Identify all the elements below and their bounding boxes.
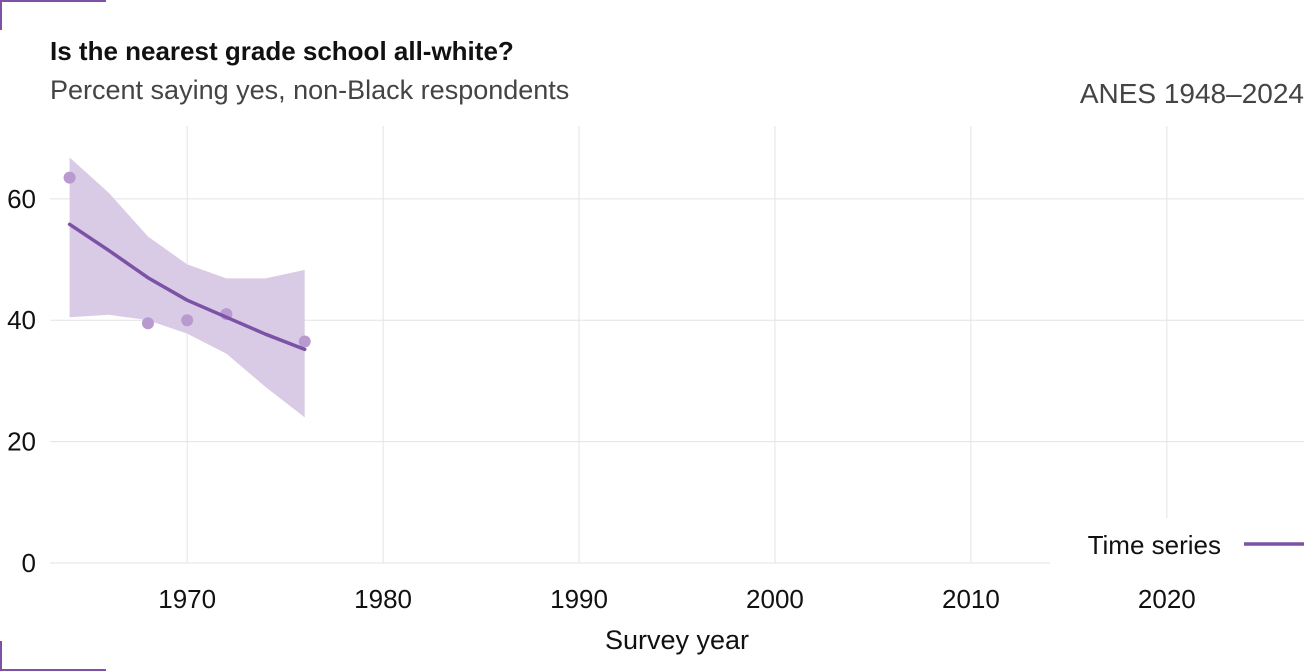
- data-points: [63, 171, 311, 348]
- x-axis-ticks: 1970 1980 1990 2000 2010 2020: [158, 584, 1196, 614]
- y-tick-label: 0: [22, 548, 36, 578]
- x-tick-label: 2010: [942, 584, 1000, 614]
- y-axis-ticks: 0 20 40 60: [7, 184, 36, 578]
- y-tick-label: 40: [7, 305, 36, 335]
- x-tick-label: 2000: [746, 584, 804, 614]
- chart-title: Is the nearest grade school all-white?: [50, 36, 514, 66]
- legend-label: Time series: [1088, 530, 1221, 560]
- corner-mark-top: [0, 0, 106, 2]
- grid: [50, 126, 1304, 564]
- data-point: [63, 171, 76, 184]
- x-axis-title: Survey year: [605, 625, 749, 655]
- corner-mark-top: [0, 0, 2, 30]
- x-tick-label: 1980: [354, 584, 412, 614]
- x-tick-label: 1990: [550, 584, 608, 614]
- chart-subtitle: Percent saying yes, non-Black respondent…: [50, 75, 570, 105]
- corner-mark-bottom: [0, 641, 2, 671]
- x-tick-label: 1970: [158, 584, 216, 614]
- data-point: [181, 314, 194, 327]
- series-line: [67, 222, 307, 352]
- y-tick-label: 60: [7, 184, 36, 214]
- chart-source: ANES 1948–2024: [1079, 78, 1304, 109]
- y-tick-label: 20: [7, 427, 36, 457]
- x-tick-label: 2020: [1138, 584, 1196, 614]
- confidence-band: [69, 157, 305, 418]
- corner-mark-bottom: [0, 669, 106, 671]
- data-point: [141, 317, 154, 330]
- data-point: [298, 335, 311, 348]
